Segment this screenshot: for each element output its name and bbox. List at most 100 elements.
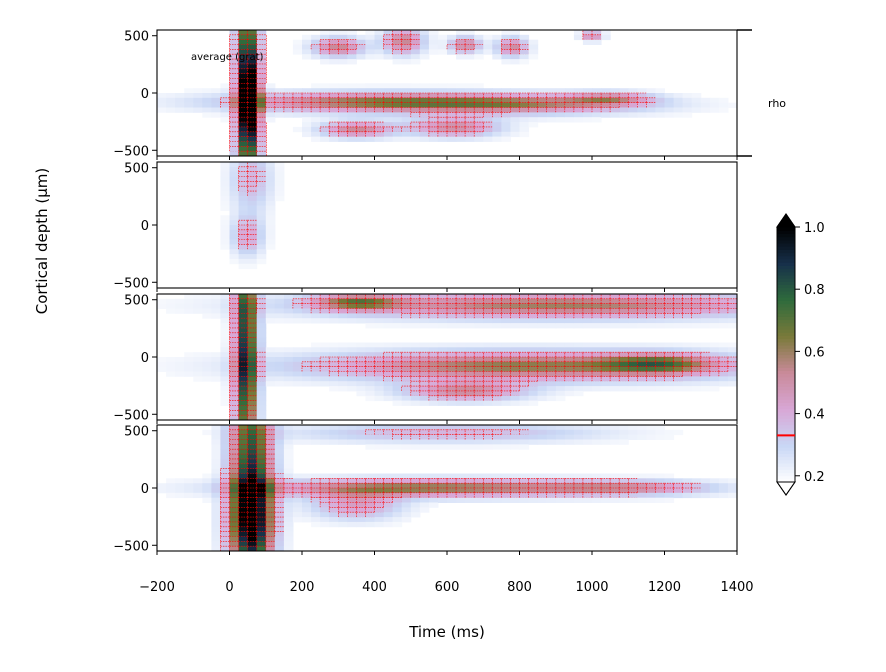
heatmap-cell: [437, 88, 448, 94]
heatmap-cell: [601, 439, 611, 445]
heatmap-cell: [482, 97, 494, 104]
heatmap-cell: [338, 376, 348, 382]
heatmap-cell: [374, 88, 385, 94]
heatmap-cell: [310, 492, 322, 499]
heatmap-cell: [682, 487, 693, 494]
heatmap-cell: [220, 449, 230, 455]
heatmap-cell: [401, 439, 412, 445]
heatmap-cell: [346, 92, 358, 99]
heatmap-cell: [519, 107, 530, 114]
heatmap-cell: [338, 342, 348, 348]
heatmap-cell: [320, 347, 330, 353]
heatmap-cell: [718, 366, 729, 373]
heatmap-cell: [519, 347, 530, 353]
heatmap-cell: [292, 92, 303, 99]
heatmap-cell: [528, 371, 539, 378]
heatmap-cell: [419, 102, 430, 109]
heatmap-cell: [311, 313, 321, 319]
heatmap-cell: [636, 313, 648, 319]
heatmap-cell: [247, 400, 258, 407]
heatmap-cell: [256, 487, 267, 494]
heatmap-cell: [274, 497, 285, 504]
heatmap-cell: [655, 381, 665, 387]
heatmap-cell: [709, 102, 720, 108]
heatmap-cell: [347, 342, 357, 348]
heatmap-cell: [166, 361, 176, 368]
heatmap-cell: [447, 34, 457, 41]
heatmap-cell: [238, 176, 249, 183]
x-tick-label: 400: [362, 580, 387, 595]
heatmap-cell: [220, 117, 230, 123]
heatmap-cell: [238, 87, 249, 94]
heatmap-cell: [555, 323, 566, 329]
heatmap-cell: [338, 473, 348, 479]
heatmap-cell: [655, 361, 666, 368]
heatmap-cell: [328, 477, 340, 484]
heatmap-cell: [256, 381, 267, 387]
heatmap-cell: [238, 44, 249, 51]
heatmap-cell: [618, 97, 630, 104]
heatmap-cell: [582, 366, 593, 373]
heatmap-cell: [464, 492, 476, 499]
heatmap-cell: [211, 429, 221, 436]
heatmap-cell: [501, 487, 512, 494]
heatmap-cell: [265, 176, 276, 182]
heatmap-cell: [510, 122, 520, 128]
heatmap-cell: [311, 136, 321, 142]
heatmap-cell: [401, 473, 412, 479]
heatmap-cell: [401, 136, 412, 142]
heatmap-cell: [274, 526, 285, 533]
heatmap-cell: [410, 497, 421, 503]
heatmap-cell: [519, 434, 530, 440]
heatmap-cell: [283, 313, 294, 319]
heatmap-cell: [301, 361, 312, 368]
heatmap-cell: [636, 298, 648, 305]
heatmap-cell: [410, 107, 421, 114]
heatmap-cell: [383, 376, 394, 382]
heatmap-cell: [211, 357, 221, 363]
heatmap-cell: [627, 97, 639, 104]
colorbar-segment: [777, 239, 795, 244]
heatmap-cell: [356, 492, 367, 499]
heatmap-cell: [238, 107, 249, 114]
heatmap-cell: [338, 381, 348, 387]
heatmap-cell: [337, 121, 349, 128]
heatmap-cell: [419, 88, 430, 94]
heatmap-cell: [682, 323, 693, 329]
heatmap-cell: [446, 366, 457, 373]
heatmap-cell: [238, 332, 249, 339]
heatmap-cell: [310, 44, 322, 51]
heatmap-cell: [374, 308, 385, 315]
heatmap-cell: [319, 39, 331, 46]
heatmap-cell: [356, 434, 366, 440]
heatmap-cell: [338, 117, 348, 123]
heatmap-cell: [229, 521, 240, 528]
heatmap-cell: [211, 425, 221, 431]
heatmap-cell: [491, 107, 503, 114]
heatmap-cell: [501, 366, 512, 373]
heatmap-cell: [609, 492, 620, 499]
heatmap-cell: [655, 88, 665, 94]
heatmap-cell: [347, 517, 357, 523]
heatmap-cell: [709, 323, 720, 329]
heatmap-cell: [166, 492, 176, 499]
heatmap-cell: [256, 195, 267, 202]
heatmap-cell: [446, 97, 457, 104]
heatmap-cell: [410, 313, 421, 319]
heatmap-cell: [365, 386, 375, 392]
heatmap-cell: [419, 112, 430, 119]
heatmap-cell: [582, 376, 593, 382]
heatmap-cell: [537, 439, 548, 445]
heatmap-cell: [410, 347, 421, 353]
heatmap-cell: [383, 444, 394, 450]
heatmap-cell: [464, 121, 476, 128]
heatmap-cell: [700, 366, 711, 373]
heatmap-cell: [636, 92, 648, 99]
heatmap-cell: [229, 239, 240, 245]
colorbar-segment: [777, 265, 795, 270]
heatmap-cell: [492, 400, 502, 406]
heatmap-cell: [564, 477, 575, 484]
heatmap-cell: [356, 439, 366, 445]
